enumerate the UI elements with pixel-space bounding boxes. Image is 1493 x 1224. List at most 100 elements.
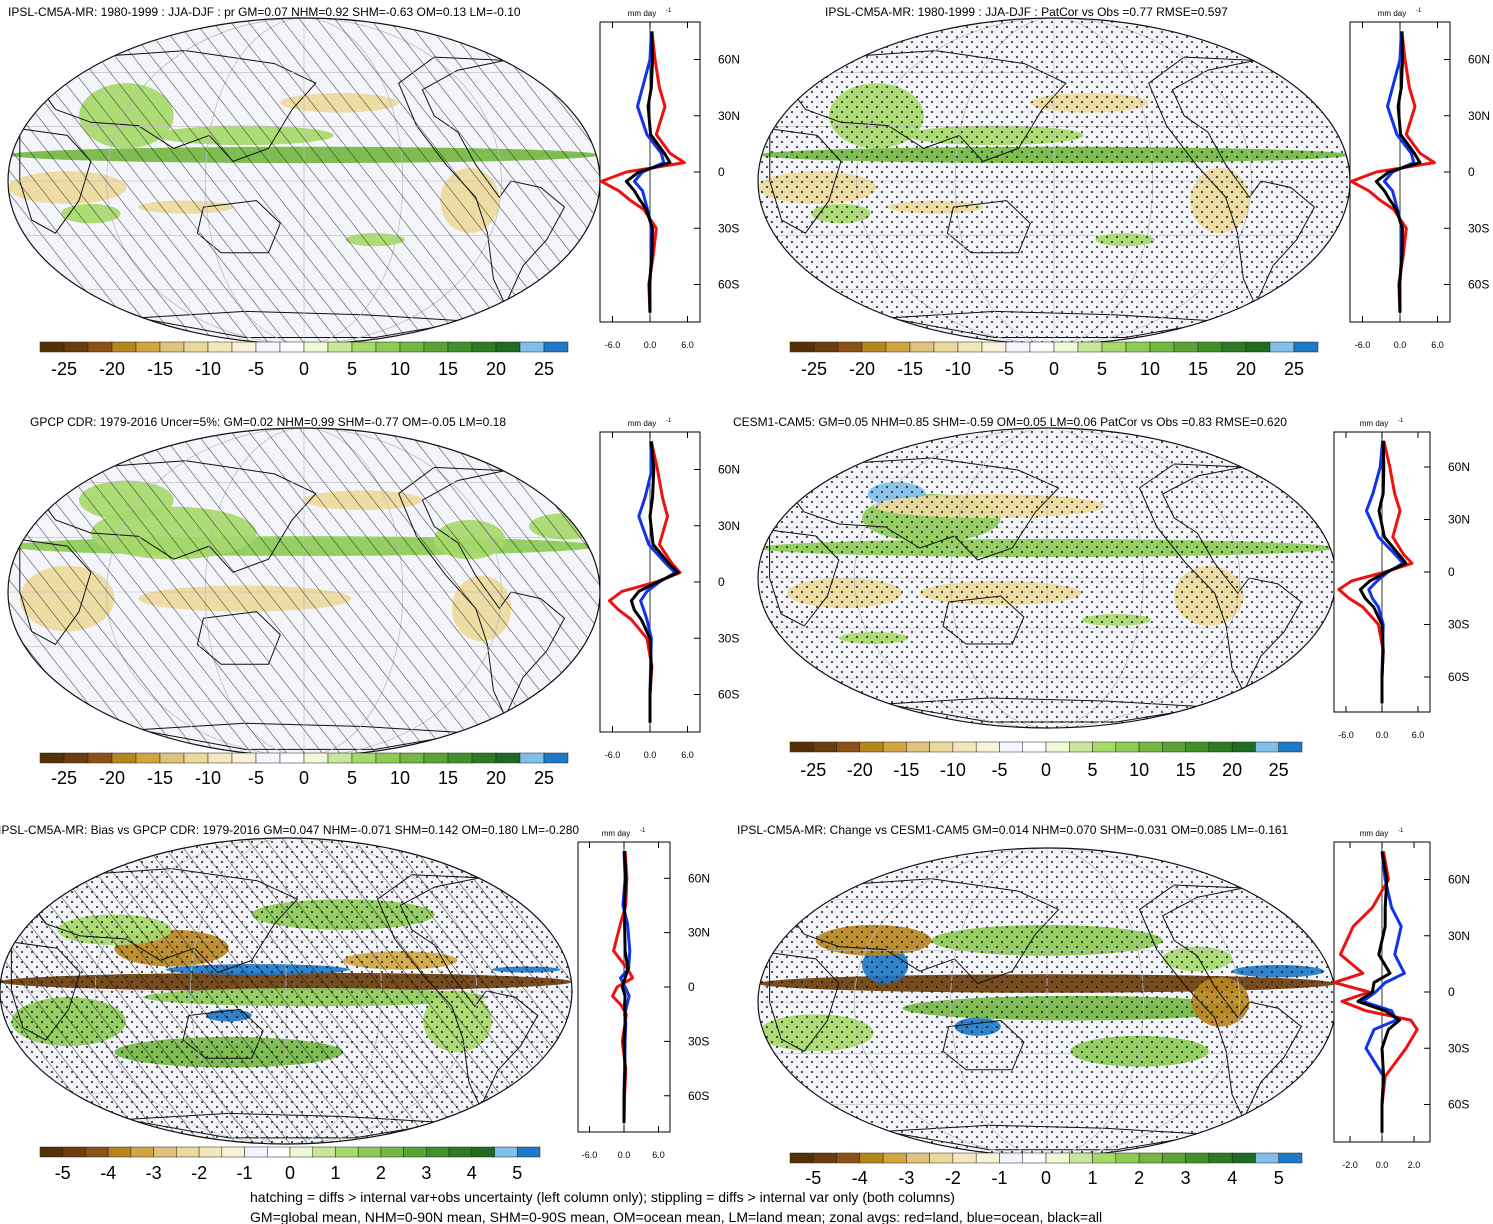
colorbar-tick-label: 0 xyxy=(1041,760,1051,780)
profile-xtick-label: 0.0 xyxy=(1394,340,1407,350)
colorbar-swatch xyxy=(1231,1152,1256,1164)
colorbar-swatch xyxy=(471,341,497,353)
colorbar-tick-label: -5 xyxy=(998,359,1014,379)
zonal-line-land xyxy=(599,31,686,313)
profile-ytick-label: 60N xyxy=(1468,53,1490,67)
colorbar-swatch xyxy=(494,1146,518,1158)
colorbar-swatch xyxy=(1045,741,1070,753)
zonal-line-land xyxy=(1349,31,1436,313)
colorbar-swatch xyxy=(836,1152,861,1164)
colorbar-swatch xyxy=(87,752,113,764)
colorbar-tick-label: 1 xyxy=(330,1163,340,1183)
colorbar-swatch xyxy=(1005,341,1031,353)
zonal-profile: 60N 30N 0 30S 60S -6.0 0.0 6.0 mm day -1 xyxy=(1349,8,1490,350)
colorbar-swatch xyxy=(929,1152,954,1164)
colorbar-swatch xyxy=(447,341,473,353)
colorbar-tick-label: -2 xyxy=(945,1168,961,1188)
coastline-greenland xyxy=(1278,33,1316,68)
colorbar-tick-label: -10 xyxy=(945,359,971,379)
zonal-profile: 60N 30N 0 30S 60S -2.0 0.0 2.0 mm day -1 xyxy=(1332,828,1470,1170)
colorbar-swatch xyxy=(312,1146,336,1158)
zonal-profile: 60N 30N 0 30S 60S -6.0 0.0 6.0 mm day -1 xyxy=(577,828,710,1160)
profile-xtick-label: -6.0 xyxy=(605,750,621,760)
colorbar-swatch xyxy=(107,1146,132,1158)
profile-unit: mm day xyxy=(1360,419,1388,428)
profile-ytick-label: 0 xyxy=(1448,565,1455,579)
colorbar-swatch xyxy=(135,341,161,353)
zonal-profile: 60N 30N 0 30S 60S -6.0 0.0 6.0 mm day -1 xyxy=(1333,418,1470,740)
colorbar-swatch xyxy=(1185,1152,1210,1164)
world-map xyxy=(758,428,1336,728)
colorbar-swatch xyxy=(159,752,185,764)
colorbar-swatch xyxy=(813,341,839,353)
profile-unit-exponent: -1 xyxy=(666,8,672,14)
profile-ytick-label: 30N xyxy=(688,926,710,940)
colorbar-swatch xyxy=(357,1146,382,1158)
profile-ytick-label: 30S xyxy=(1448,1041,1469,1055)
colorbar-swatch xyxy=(789,341,815,353)
colorbar-swatch xyxy=(861,341,887,353)
colorbar-swatch xyxy=(423,752,449,764)
colorbar-tick-label: 2 xyxy=(1134,1168,1144,1188)
profile-xtick-label: 0.0 xyxy=(618,1150,631,1160)
colorbar-swatch xyxy=(471,752,497,764)
colorbar-tick-label: 5 xyxy=(1274,1168,1284,1188)
colorbar-swatch xyxy=(1115,741,1140,753)
colorbar-swatch xyxy=(375,752,401,764)
colorbar-swatch xyxy=(255,752,281,764)
colorbar-tick-label: 20 xyxy=(486,768,506,788)
profile-ytick-label: 30S xyxy=(1468,221,1489,235)
colorbar-swatch xyxy=(279,752,305,764)
colorbar-swatch xyxy=(1115,1152,1140,1164)
colorbar-swatch xyxy=(39,752,65,764)
zonal-line-all xyxy=(624,31,672,313)
panel-ipsl-mean: IPSL-CM5A-MR: 1980-1999 : JJA-DJF : pr G… xyxy=(7,5,740,379)
colorbar-swatch xyxy=(403,1146,427,1158)
colorbar-swatch xyxy=(1138,741,1163,753)
zonal-line-all xyxy=(620,851,630,1123)
profile-ytick-label: 30S xyxy=(718,221,739,235)
colorbar-tick-label: 20 xyxy=(1236,359,1256,379)
colorbar-tick-label: 15 xyxy=(438,768,458,788)
colorbar-tick-label: -5 xyxy=(805,1168,821,1188)
colorbar-swatch xyxy=(221,1146,245,1158)
colorbar-tick-label: -25 xyxy=(801,359,827,379)
colorbar-swatch xyxy=(231,752,257,764)
coastline-greenland xyxy=(502,852,539,885)
world-map xyxy=(8,18,600,344)
colorbar-swatch xyxy=(1053,341,1079,353)
footer-note-abbreviations: GM=global mean, NHM=0-90N mean, SHM=0-90… xyxy=(250,1209,1103,1224)
coastline-greenland xyxy=(528,443,566,478)
colorbar-swatch xyxy=(859,1152,884,1164)
colorbar-swatch xyxy=(543,752,569,764)
profile-ytick-label: 0 xyxy=(718,575,725,589)
colorbar: -25 -20 -15 -10 -5 0 5 10 15 20 25 xyxy=(39,341,569,379)
colorbar-tick-label: -25 xyxy=(800,760,826,780)
colorbar-tick-label: 5 xyxy=(512,1163,522,1183)
colorbar-tick-label: 5 xyxy=(347,768,357,788)
coastline-greenland xyxy=(528,33,566,68)
colorbar-swatch xyxy=(426,1146,450,1158)
colorbar-swatch xyxy=(975,741,1000,753)
colorbar-swatch xyxy=(929,741,954,753)
profile-ytick-label: 30S xyxy=(718,631,739,645)
zonal-line-all xyxy=(1358,440,1408,704)
colorbar-swatch xyxy=(999,1152,1023,1164)
profile-ytick-label: 30N xyxy=(1468,109,1490,123)
colorbar-swatch xyxy=(183,752,209,764)
colorbar-swatch xyxy=(1022,741,1047,753)
profile-ytick-label: 60S xyxy=(688,1089,709,1103)
colorbar-swatch xyxy=(1208,741,1233,753)
colorbar-tick-label: -5 xyxy=(248,768,264,788)
zonal-line-land xyxy=(1332,851,1419,1133)
profile-unit: mm day xyxy=(1360,829,1388,838)
colorbar-tick-label: 25 xyxy=(1269,760,1289,780)
profile-xtick-label: -6.0 xyxy=(1355,340,1371,350)
stippling-overlay xyxy=(758,428,1336,728)
colorbar-tick-label: 10 xyxy=(390,768,410,788)
panel-gpcp: GPCP CDR: 1979-2016 Uncer=5%: GM=0.02 NH… xyxy=(7,415,740,788)
colorbar-swatch xyxy=(267,1146,291,1158)
colorbar-swatch xyxy=(933,341,959,353)
colorbar-swatch xyxy=(1092,1152,1117,1164)
colorbar-swatch xyxy=(1197,341,1223,353)
